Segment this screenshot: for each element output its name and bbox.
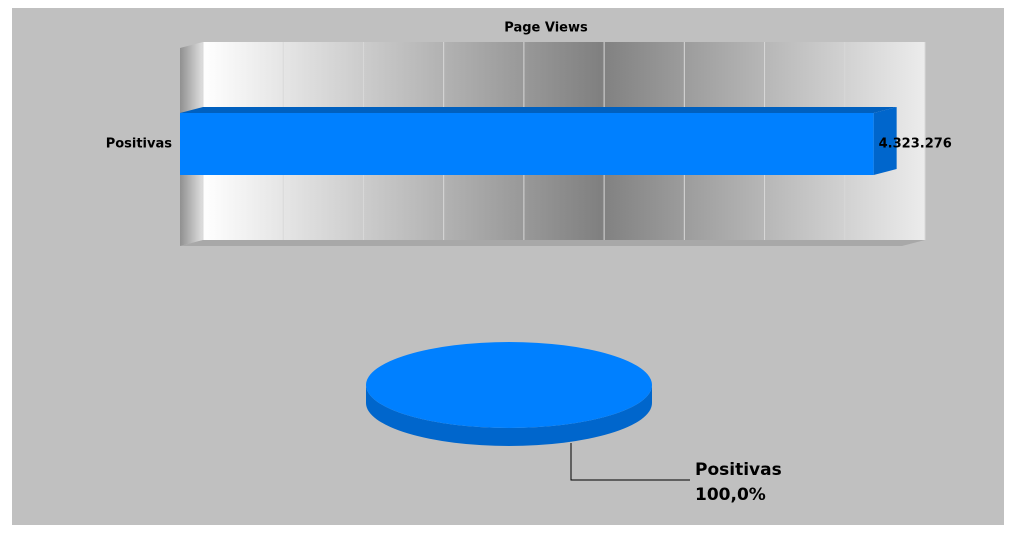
pie-side — [366, 385, 652, 446]
bar-chart: Positivas 4.323.276 — [106, 42, 952, 240]
category-label: Positivas — [106, 137, 173, 152]
pie-slice — [366, 342, 652, 428]
value-label: 4.323.276 — [879, 137, 952, 152]
leader-line — [570, 443, 690, 481]
bar-top — [180, 107, 897, 113]
bar-end — [873, 107, 897, 175]
slice-label: Positivas — [695, 460, 782, 480]
bar — [180, 113, 874, 175]
slice-value-label: 100,0% — [695, 485, 766, 505]
pie-chart: Positivas 100,0% — [366, 342, 782, 505]
chart-title: Page Views — [504, 21, 588, 36]
plot-floor — [180, 240, 925, 246]
